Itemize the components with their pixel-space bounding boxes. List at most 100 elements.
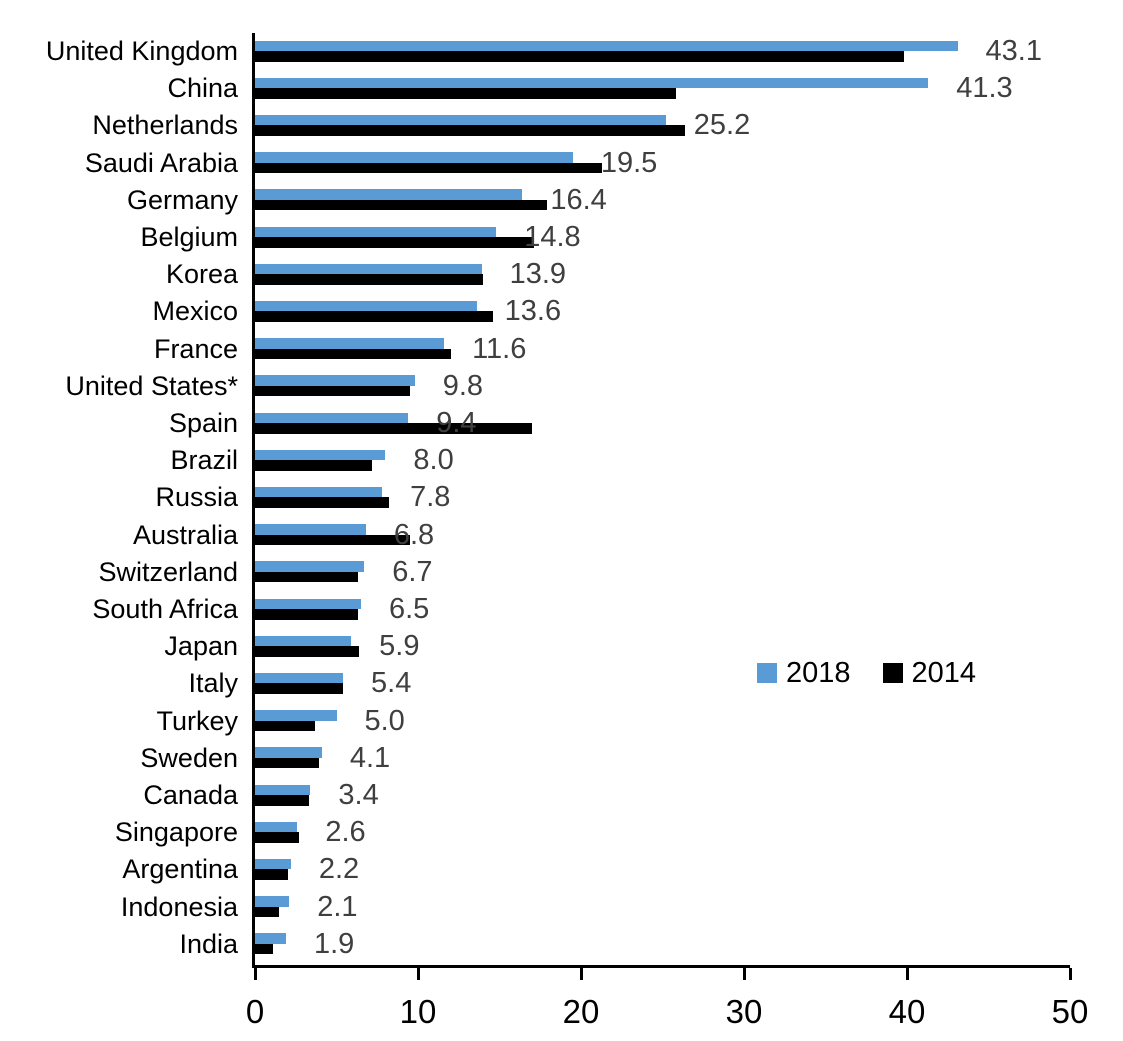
bar-2018 (255, 598, 361, 609)
x-tick (253, 968, 257, 980)
bar-2018 (255, 635, 352, 647)
bar-2014 (255, 88, 676, 99)
bar-2018 (255, 524, 366, 535)
bar-2018 (255, 933, 286, 944)
value-label: 7.8 (410, 481, 451, 514)
category-label: Switzerland (98, 556, 238, 587)
bar-2018 (255, 77, 929, 89)
category-label: Sweden (140, 742, 238, 773)
value-label: 2.6 (325, 816, 366, 849)
category-label: France (153, 333, 238, 364)
bar-2014 (255, 683, 344, 694)
value-label: 2.1 (317, 890, 358, 923)
x-tick-label: 30 (725, 993, 763, 1030)
category-label: Netherlands (92, 110, 238, 141)
category-label: Brazil (170, 445, 238, 476)
category-label: India (179, 928, 238, 959)
x-tick (579, 968, 583, 980)
bar-2018 (255, 412, 409, 423)
bar-2018 (255, 858, 291, 870)
category-label: Mexico (152, 296, 238, 327)
category-label: Indonesia (120, 891, 238, 922)
value-label: 4.1 (349, 741, 391, 774)
value-label: 2.2 (318, 853, 360, 886)
bar-2018 (255, 449, 386, 461)
bar-2014 (255, 609, 358, 620)
value-label: 1.9 (313, 927, 355, 960)
category-label: Spain (168, 408, 238, 438)
bar-2014 (255, 385, 410, 397)
value-label: 43.1 (985, 35, 1042, 67)
bar-2018 (255, 486, 383, 498)
category-label: Germany (126, 184, 238, 215)
x-tick (905, 968, 909, 980)
category-label: United States* (65, 370, 238, 401)
bar-2014 (255, 906, 280, 918)
category-label: Belgium (140, 222, 238, 252)
bar-2014 (255, 720, 316, 732)
legend-label-2014: 2014 (911, 657, 977, 689)
bar-2014 (255, 237, 534, 248)
value-label: 25.2 (693, 109, 751, 142)
plot-area (252, 33, 1070, 968)
bar-2018 (255, 226, 497, 237)
value-label: 13.6 (504, 295, 562, 328)
value-label: 11.6 (472, 332, 527, 365)
bar-2014 (255, 832, 299, 843)
bar-2014 (255, 311, 493, 322)
bar-2018 (255, 821, 298, 833)
bar-2014 (255, 497, 389, 508)
value-label: 14.8 (524, 221, 581, 253)
value-label: 9.8 (442, 369, 484, 402)
bar-2014 (255, 125, 686, 136)
bar-2014 (255, 199, 547, 211)
value-label: 41.3 (956, 72, 1013, 105)
value-label: 16.4 (550, 183, 607, 216)
bar-2018 (255, 189, 523, 200)
category-label: Russia (155, 482, 238, 513)
bar-2018 (255, 710, 337, 721)
legend: 2018 2014 (757, 657, 977, 689)
category-label: Australia (132, 519, 238, 550)
category-label: Singapore (114, 817, 238, 848)
bar-2018 (255, 896, 290, 907)
category-label: Italy (188, 668, 238, 699)
value-label: 6.8 (393, 518, 435, 551)
bar-2014 (255, 943, 273, 955)
bar-2018 (255, 152, 573, 163)
value-label: 8.0 (413, 444, 454, 477)
value-label: 5.0 (364, 704, 405, 737)
bar-2018 (255, 784, 311, 795)
bar-2018 (255, 375, 415, 386)
category-label: Turkey (156, 705, 238, 736)
legend-swatch-2014 (882, 663, 903, 683)
bar-2014 (255, 571, 358, 583)
value-label: 19.5 (600, 146, 658, 179)
x-tick (1068, 968, 1072, 980)
category-label: Japan (164, 631, 238, 662)
value-label: 5.4 (371, 667, 412, 700)
bar-2014 (255, 534, 410, 546)
category-label: Canada (143, 780, 238, 810)
bar-2018 (255, 40, 958, 51)
bar-2018 (255, 561, 365, 572)
value-label: 6.5 (388, 593, 430, 625)
value-label: 5.9 (379, 630, 420, 663)
value-label: 9.4 (436, 407, 477, 439)
category-label: China (167, 73, 238, 104)
bar-2014 (255, 51, 904, 62)
category-label: Saudi Arabia (84, 147, 238, 178)
bar-2014 (255, 423, 533, 434)
x-tick-label: 40 (888, 993, 926, 1030)
x-tick (416, 968, 420, 980)
category-label: South Africa (92, 594, 238, 624)
category-label: Argentina (122, 854, 238, 885)
bar-2014 (255, 162, 603, 174)
legend-label-2018: 2018 (786, 657, 851, 689)
x-tick-label: 10 (399, 993, 437, 1030)
bar-2014 (255, 348, 451, 360)
category-label: Korea (165, 259, 238, 290)
x-tick-label: 20 (562, 993, 600, 1030)
bar-2014 (255, 646, 360, 657)
